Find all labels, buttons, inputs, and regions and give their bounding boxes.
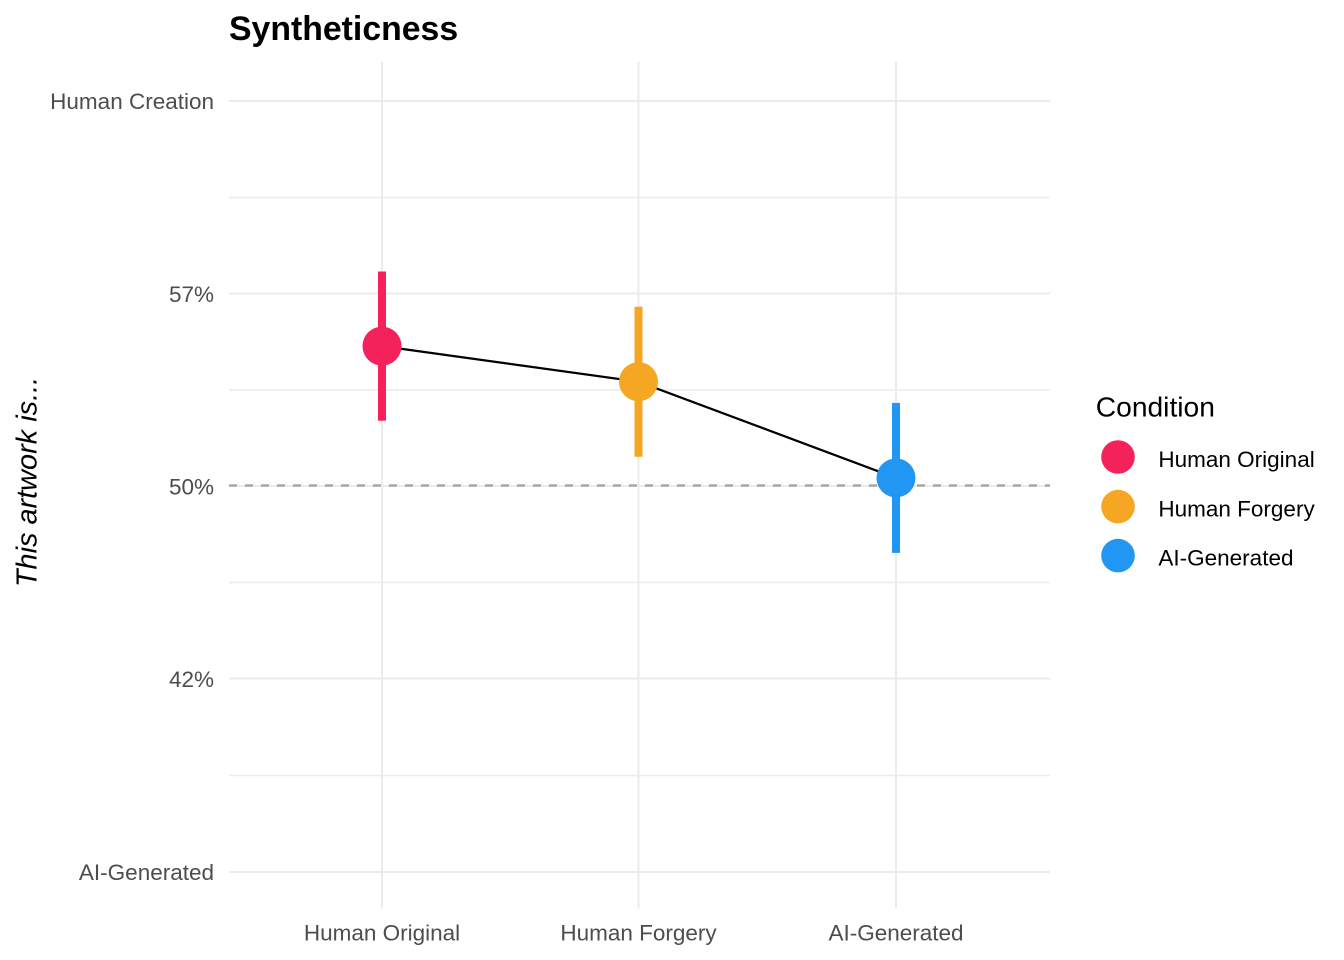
svg-text:AI-Generated: AI-Generated	[1158, 546, 1293, 571]
svg-text:AI-Generated: AI-Generated	[79, 860, 214, 885]
svg-text:Human Original: Human Original	[1158, 447, 1314, 472]
svg-text:AI-Generated: AI-Generated	[828, 920, 963, 945]
svg-text:This artwork is...: This artwork is...	[12, 377, 44, 587]
svg-text:Human Creation: Human Creation	[50, 89, 214, 114]
svg-text:Condition: Condition	[1096, 390, 1215, 422]
svg-text:57%: 57%	[169, 282, 214, 307]
svg-text:Human Forgery: Human Forgery	[560, 920, 717, 945]
svg-text:50%: 50%	[169, 475, 214, 500]
svg-text:Human Original: Human Original	[304, 920, 460, 945]
svg-text:42%: 42%	[169, 667, 214, 692]
svg-text:Human Forgery: Human Forgery	[1158, 497, 1315, 522]
svg-text:Syntheticness: Syntheticness	[229, 10, 458, 48]
